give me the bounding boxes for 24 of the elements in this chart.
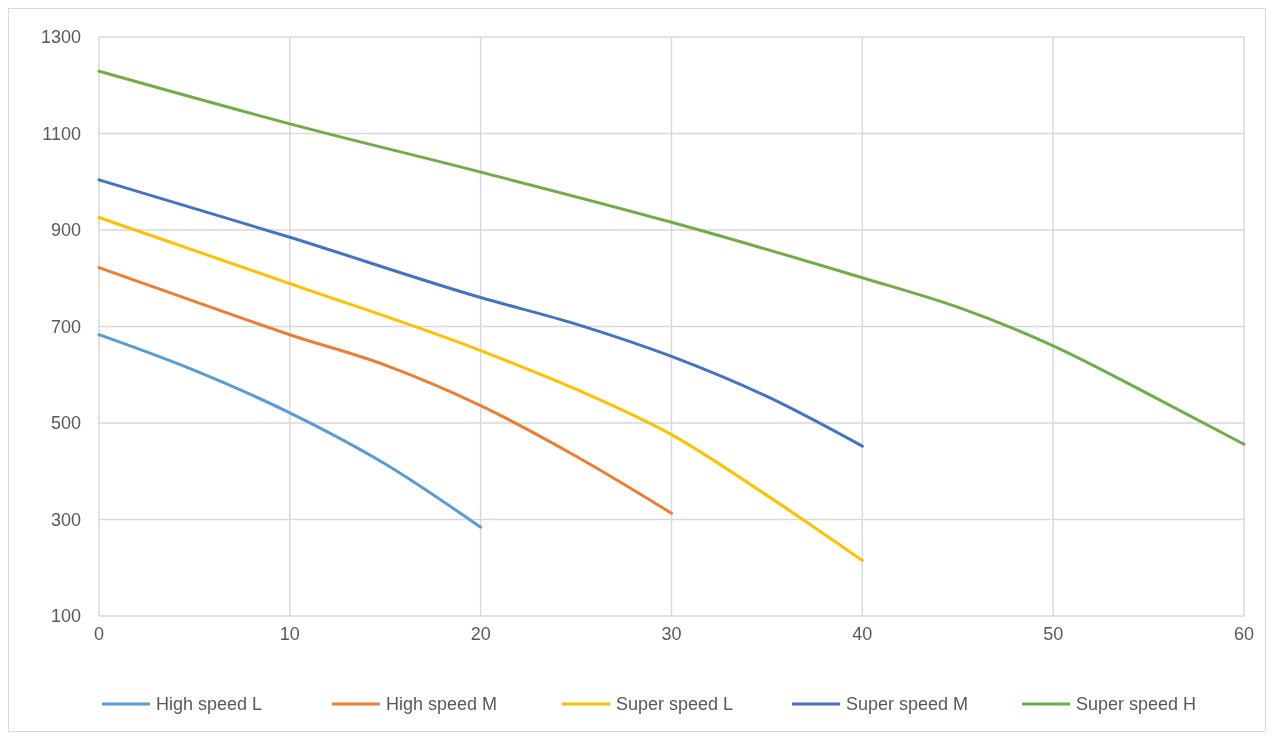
legend-label: Super speed M	[846, 694, 969, 714]
y-tick-label: 1100	[42, 123, 81, 144]
y-tick-label: 500	[50, 413, 81, 433]
x-tick-label: 20	[470, 624, 491, 644]
x-tick-label: 0	[93, 624, 105, 644]
line-series	[97, 333, 483, 529]
x-tick-label: 60	[1233, 624, 1255, 644]
line-series	[97, 69, 1246, 446]
legend-label: Super speed L	[616, 694, 734, 714]
y-tick-label: 100	[50, 606, 81, 626]
line-series	[97, 178, 864, 448]
x-tick-label: 40	[852, 624, 873, 644]
legend-label: Super speed H	[1076, 694, 1197, 714]
y-tick-label: 900	[50, 220, 81, 240]
legend-label: High speed M	[386, 694, 498, 714]
y-tick-label: 700	[50, 316, 81, 337]
line-series	[97, 266, 673, 515]
x-tick-label: 50	[1043, 624, 1064, 644]
line-series	[97, 215, 864, 563]
legend-label: High speed L	[156, 694, 263, 714]
y-tick-label: 300	[50, 509, 81, 530]
x-tick-label: 30	[661, 624, 682, 644]
x-tick-label: 10	[279, 624, 300, 644]
y-tick-label: 1300	[40, 27, 81, 47]
